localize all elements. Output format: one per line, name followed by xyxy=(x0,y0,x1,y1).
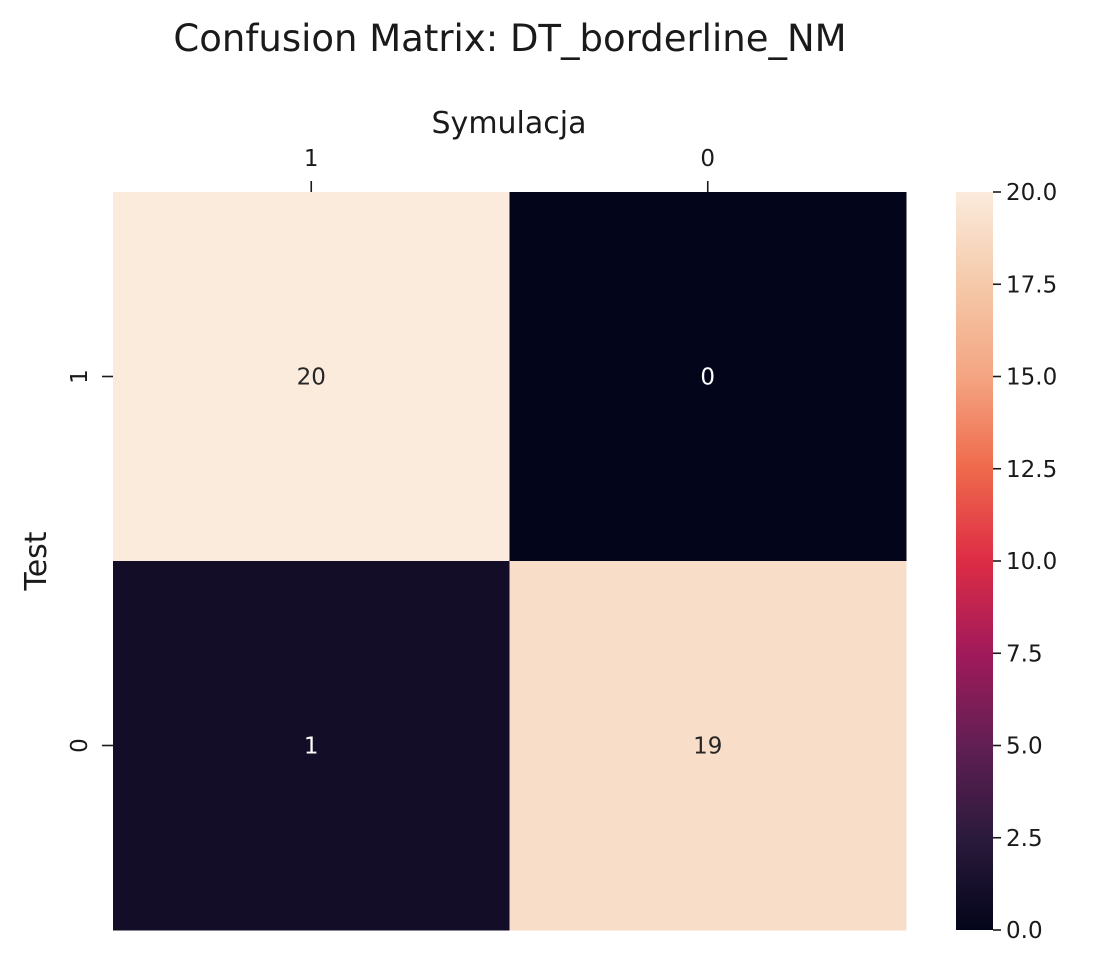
y-axis-label: Test xyxy=(19,531,54,591)
chart-title: Confusion Matrix: DT_borderline_NM xyxy=(173,17,846,60)
x-tick-label: 0 xyxy=(700,146,715,172)
colorbar-tick-label: 17.5 xyxy=(1006,272,1057,298)
x-tick-label: 1 xyxy=(304,146,319,172)
heatmap-cell xyxy=(113,561,510,931)
heatmap-cells: 20 0 1 19 xyxy=(113,192,907,931)
colorbar-tick-label: 2.5 xyxy=(1006,826,1043,852)
colorbar: 0.0 2.5 5.0 7.5 10.0 12.5 15.0 17.5 20.0 xyxy=(956,180,1057,944)
heatmap-cell xyxy=(113,192,510,562)
colorbar-tick-label: 15.0 xyxy=(1006,365,1057,391)
heatmap-cell xyxy=(509,192,907,562)
cell-value-label: 20 xyxy=(297,365,326,391)
cell-value-label: 0 xyxy=(700,365,715,391)
heatmap-cell xyxy=(509,561,907,931)
colorbar-tick-label: 10.0 xyxy=(1006,549,1057,575)
colorbar-tick-label: 7.5 xyxy=(1006,641,1043,667)
y-tick-label: 0 xyxy=(67,738,93,753)
cell-value-label: 19 xyxy=(693,734,722,760)
y-tick-label: 1 xyxy=(67,369,93,384)
colorbar-tick-label: 5.0 xyxy=(1006,734,1043,760)
y-axis-ticks: 10 xyxy=(67,369,113,753)
cell-value-label: 1 xyxy=(304,734,319,760)
colorbar-gradient xyxy=(956,192,993,930)
colorbar-tick-label: 0.0 xyxy=(1006,918,1043,944)
colorbar-tick-label: 12.5 xyxy=(1006,457,1057,483)
colorbar-tick-label: 20.0 xyxy=(1006,180,1057,206)
x-axis-label: Symulacja xyxy=(432,106,587,141)
